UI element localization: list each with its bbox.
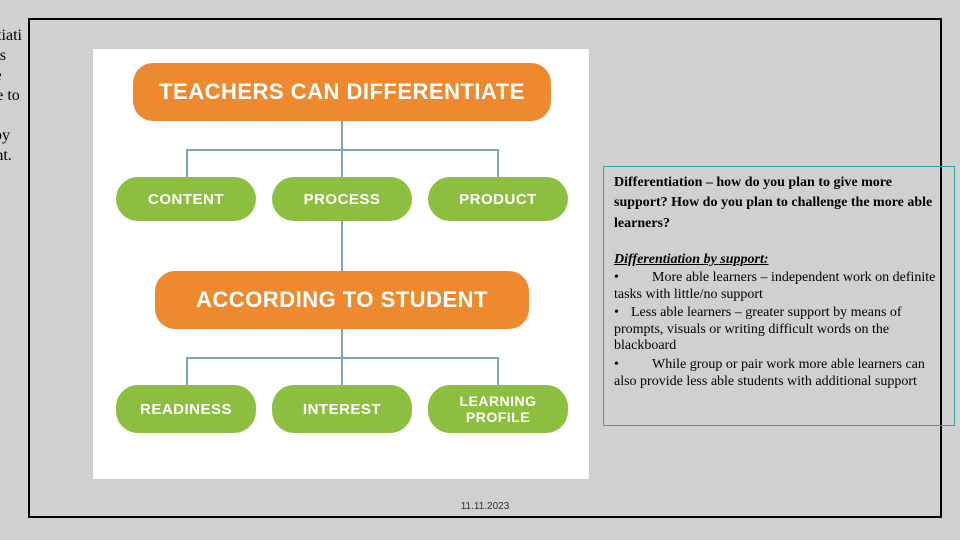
peek-line: d by [0, 126, 92, 146]
panel-heading: Differentiation – how do you plan to giv… [614, 173, 944, 234]
node-profile: LEARNING PROFILE [428, 385, 568, 433]
bullet-item: • While group or pair work more able lea… [614, 357, 944, 390]
peek-line: er`s [0, 46, 92, 66]
connector [341, 121, 343, 149]
connector [186, 357, 188, 385]
footer-date: 11.11.2023 [461, 501, 510, 512]
bullet-item: • Less able learners – greater support b… [614, 305, 944, 355]
connector [341, 149, 343, 177]
panel-subhead: Differentiation by support: [614, 252, 944, 269]
differentiation-diagram: TEACHERS CAN DIFFERENTIATE CONTENT PROCESS… [92, 48, 590, 480]
slide-frame: entiati er`s ive nse to r d by sent. TEA… [28, 18, 942, 518]
node-ready: READINESS [116, 385, 256, 433]
differentiation-text-panel: Differentiation – how do you plan to giv… [603, 166, 955, 426]
connector [341, 221, 343, 271]
peek-line: r [0, 106, 92, 126]
bullet-item: • More able learners – independent work … [614, 270, 944, 303]
peek-line: sent. [0, 146, 92, 166]
node-interest: INTEREST [272, 385, 412, 433]
peek-line: ive [0, 66, 92, 86]
peek-line: entiati [0, 26, 92, 46]
node-content: CONTENT [116, 177, 256, 221]
connector [497, 357, 499, 385]
connector [341, 357, 343, 385]
peek-line: nse to [0, 86, 92, 106]
node-product: PRODUCT [428, 177, 568, 221]
node-mid: ACCORDING TO STUDENT [155, 271, 529, 329]
node-process: PROCESS [272, 177, 412, 221]
node-top: TEACHERS CAN DIFFERENTIATE [133, 63, 551, 121]
connector [497, 149, 499, 177]
left-peek-text: entiati er`s ive nse to r d by sent. [0, 26, 92, 166]
connector [341, 329, 343, 357]
connector [186, 149, 188, 177]
